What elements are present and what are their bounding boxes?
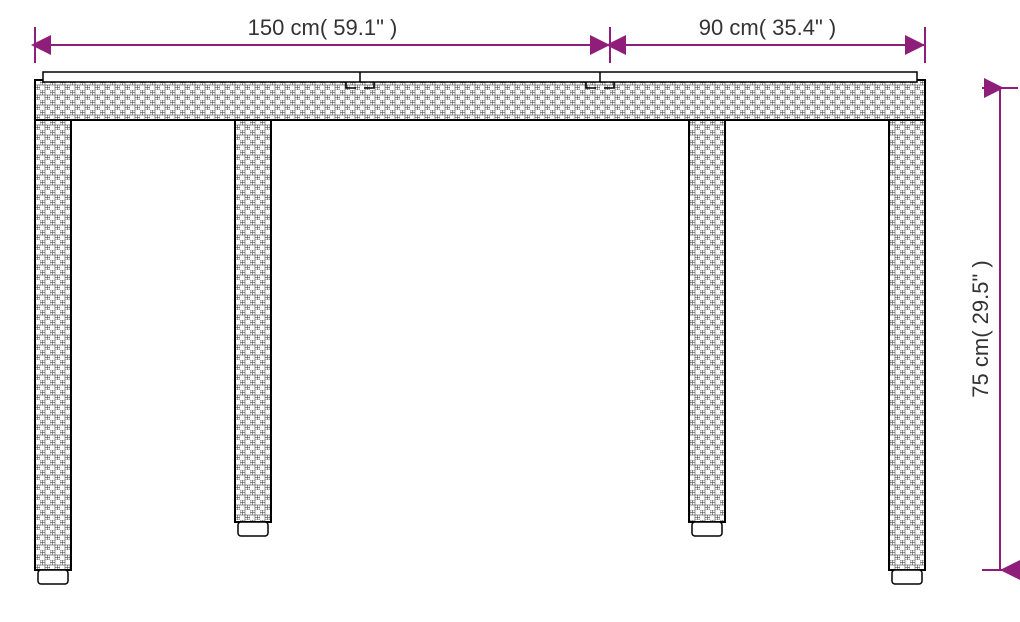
front-leg — [35, 120, 71, 570]
dim-width-label: 150 cm( 59.1" ) — [248, 15, 398, 40]
front-foot — [38, 570, 68, 584]
front-foot — [892, 570, 922, 584]
dim-height-label: 75 cm( 29.5" ) — [968, 260, 993, 397]
table-drawing — [35, 72, 925, 584]
tabletop-surface — [43, 72, 917, 82]
dim-depth-label: 90 cm( 35.4" ) — [699, 15, 836, 40]
back-foot — [692, 522, 722, 536]
back-leg — [235, 112, 271, 522]
diagram-stage: 150 cm( 59.1" ) 90 cm( 35.4" ) 75 cm( 29.5… — [0, 0, 1020, 622]
front-leg — [889, 120, 925, 570]
table-dimension-drawing: 150 cm( 59.1" ) 90 cm( 35.4" ) 75 cm( 29.5… — [0, 0, 1020, 622]
back-leg — [689, 112, 725, 522]
tabletop-front-rail — [35, 80, 925, 120]
back-foot — [238, 522, 268, 536]
